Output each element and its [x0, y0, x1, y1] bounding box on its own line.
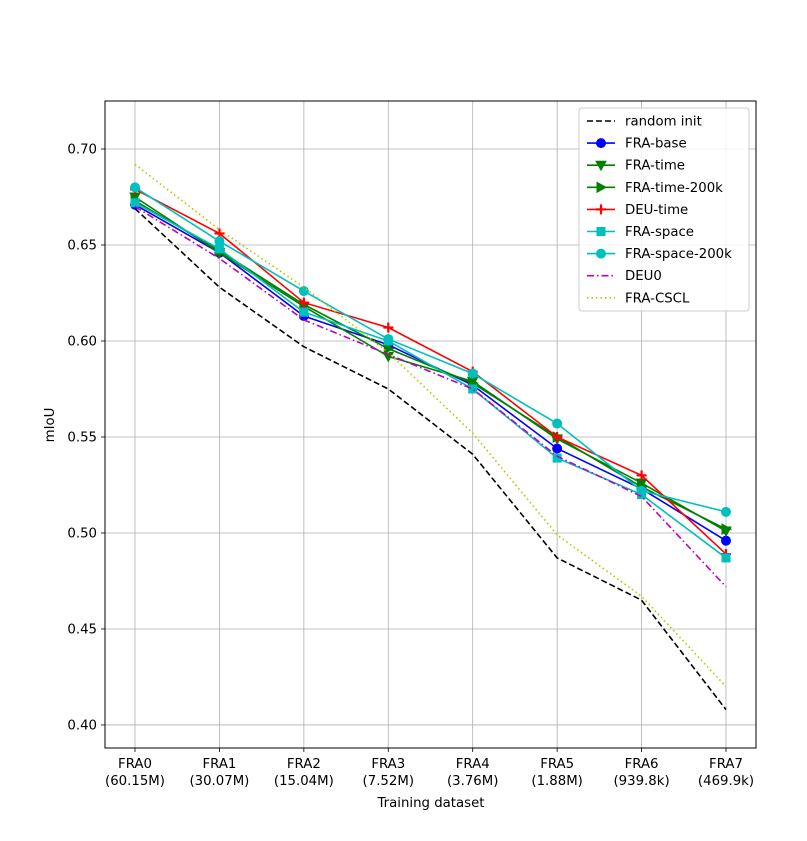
y-tick-label: 0.40	[67, 718, 97, 733]
legend-label: random init	[625, 115, 702, 130]
x-tick-sublabel: (7.52M)	[363, 774, 414, 789]
series-line	[134, 207, 727, 711]
data-point	[721, 523, 733, 535]
legend-box	[578, 107, 750, 312]
x-tick-label: FRA6	[625, 757, 659, 772]
x-axis-label: Training dataset	[377, 796, 485, 811]
y-tick-label: 0.55	[67, 430, 97, 445]
series-deu0	[134, 205, 727, 588]
legend-label: DEU-time	[625, 203, 688, 218]
data-point	[636, 485, 647, 496]
y-tick-label: 0.45	[67, 622, 97, 637]
y-axis-label: mIoU	[43, 408, 58, 443]
legend-marker	[596, 248, 606, 259]
legend-marker	[595, 160, 607, 172]
legend-entry: DEU-time	[587, 203, 688, 218]
series-line	[134, 202, 727, 559]
legend-entry: FRA-time-200k	[587, 181, 723, 196]
x-tick-label: FRA5	[540, 757, 574, 772]
legend-entry: FRA-CSCL	[587, 291, 690, 306]
x-tick-sublabel: (60.15M)	[105, 774, 165, 789]
series-layer	[129, 163, 733, 711]
data-point	[721, 535, 731, 546]
x-tick-label: FRA1	[202, 757, 236, 772]
legend-label: FRA-space	[625, 225, 694, 240]
data-point	[383, 342, 395, 355]
y-tick-label: 0.50	[67, 526, 97, 541]
data-point	[467, 368, 478, 379]
legend-entry: FRA-time	[587, 159, 685, 174]
legend-label: DEU0	[625, 269, 662, 284]
legend-entry: FRA-base	[587, 137, 687, 152]
data-point	[383, 334, 394, 345]
series-random-init	[134, 207, 727, 711]
series-line	[134, 188, 727, 555]
x-tick-sublabel: (15.04M)	[274, 774, 334, 789]
data-point	[721, 553, 731, 563]
legend-entry: FRA-space-200k	[587, 247, 732, 262]
x-tick-label: FRA4	[456, 757, 490, 772]
data-point	[552, 443, 563, 454]
x-tick-label: FRA0	[118, 757, 152, 772]
series-line	[134, 196, 727, 532]
legend-label: FRA-space-200k	[625, 247, 732, 262]
legend-entry: FRA-space	[587, 225, 694, 240]
x-tick-label: FRA3	[371, 757, 405, 772]
legend-marker	[596, 227, 606, 236]
data-point	[468, 384, 478, 394]
y-tick-label: 0.60	[67, 334, 97, 349]
series-line	[134, 163, 727, 688]
data-point	[552, 418, 563, 429]
data-point	[298, 286, 309, 297]
legend-marker	[596, 181, 608, 194]
x-tick-sublabel: (469.9k)	[698, 774, 754, 789]
x-tick-sublabel: (3.76M)	[447, 774, 498, 789]
series-fra-space-200k	[130, 182, 731, 517]
x-axis-ticks: FRA0 (60.15M) FRA1 (30.07M) FRA2 (15.04M) FRA3…	[105, 748, 754, 789]
data-point	[214, 236, 225, 247]
data-point	[130, 182, 140, 193]
data-point	[636, 470, 647, 481]
legend-label: FRA-base	[625, 137, 687, 152]
data-point	[383, 322, 394, 333]
legend-label: FRA-CSCL	[625, 291, 690, 306]
x-tick-sublabel: (1.88M)	[531, 774, 582, 789]
legend-marker	[596, 204, 606, 215]
data-point	[130, 198, 140, 208]
legend-label: FRA-time	[625, 159, 685, 174]
data-point	[299, 307, 309, 317]
data-point	[721, 506, 731, 517]
y-tick-label: 0.65	[67, 238, 97, 253]
x-tick-sublabel: (30.07M)	[189, 774, 249, 789]
plot-frame	[104, 100, 757, 749]
legend-entry: DEU0	[587, 269, 662, 284]
series-fra-cscl	[134, 163, 727, 688]
legend-label: FRA-time-200k	[625, 181, 723, 196]
legend-entry: random init	[587, 115, 702, 130]
legend-marker	[596, 138, 606, 149]
data-point	[298, 297, 309, 308]
series-line	[134, 205, 727, 588]
y-axis-ticks: 0.40 0.45 0.50 0.55 0.60 0.65 0.70	[67, 142, 105, 733]
legend: random init FRA-base FRA-time FRA-time-200k…	[578, 107, 750, 312]
series-line	[134, 186, 727, 513]
x-tick-label: FRA2	[287, 757, 321, 772]
y-tick-label: 0.70	[67, 142, 97, 157]
x-tick-label: FRA7	[709, 757, 743, 772]
x-tick-sublabel: (939.8k)	[613, 774, 669, 789]
data-point	[552, 431, 563, 442]
